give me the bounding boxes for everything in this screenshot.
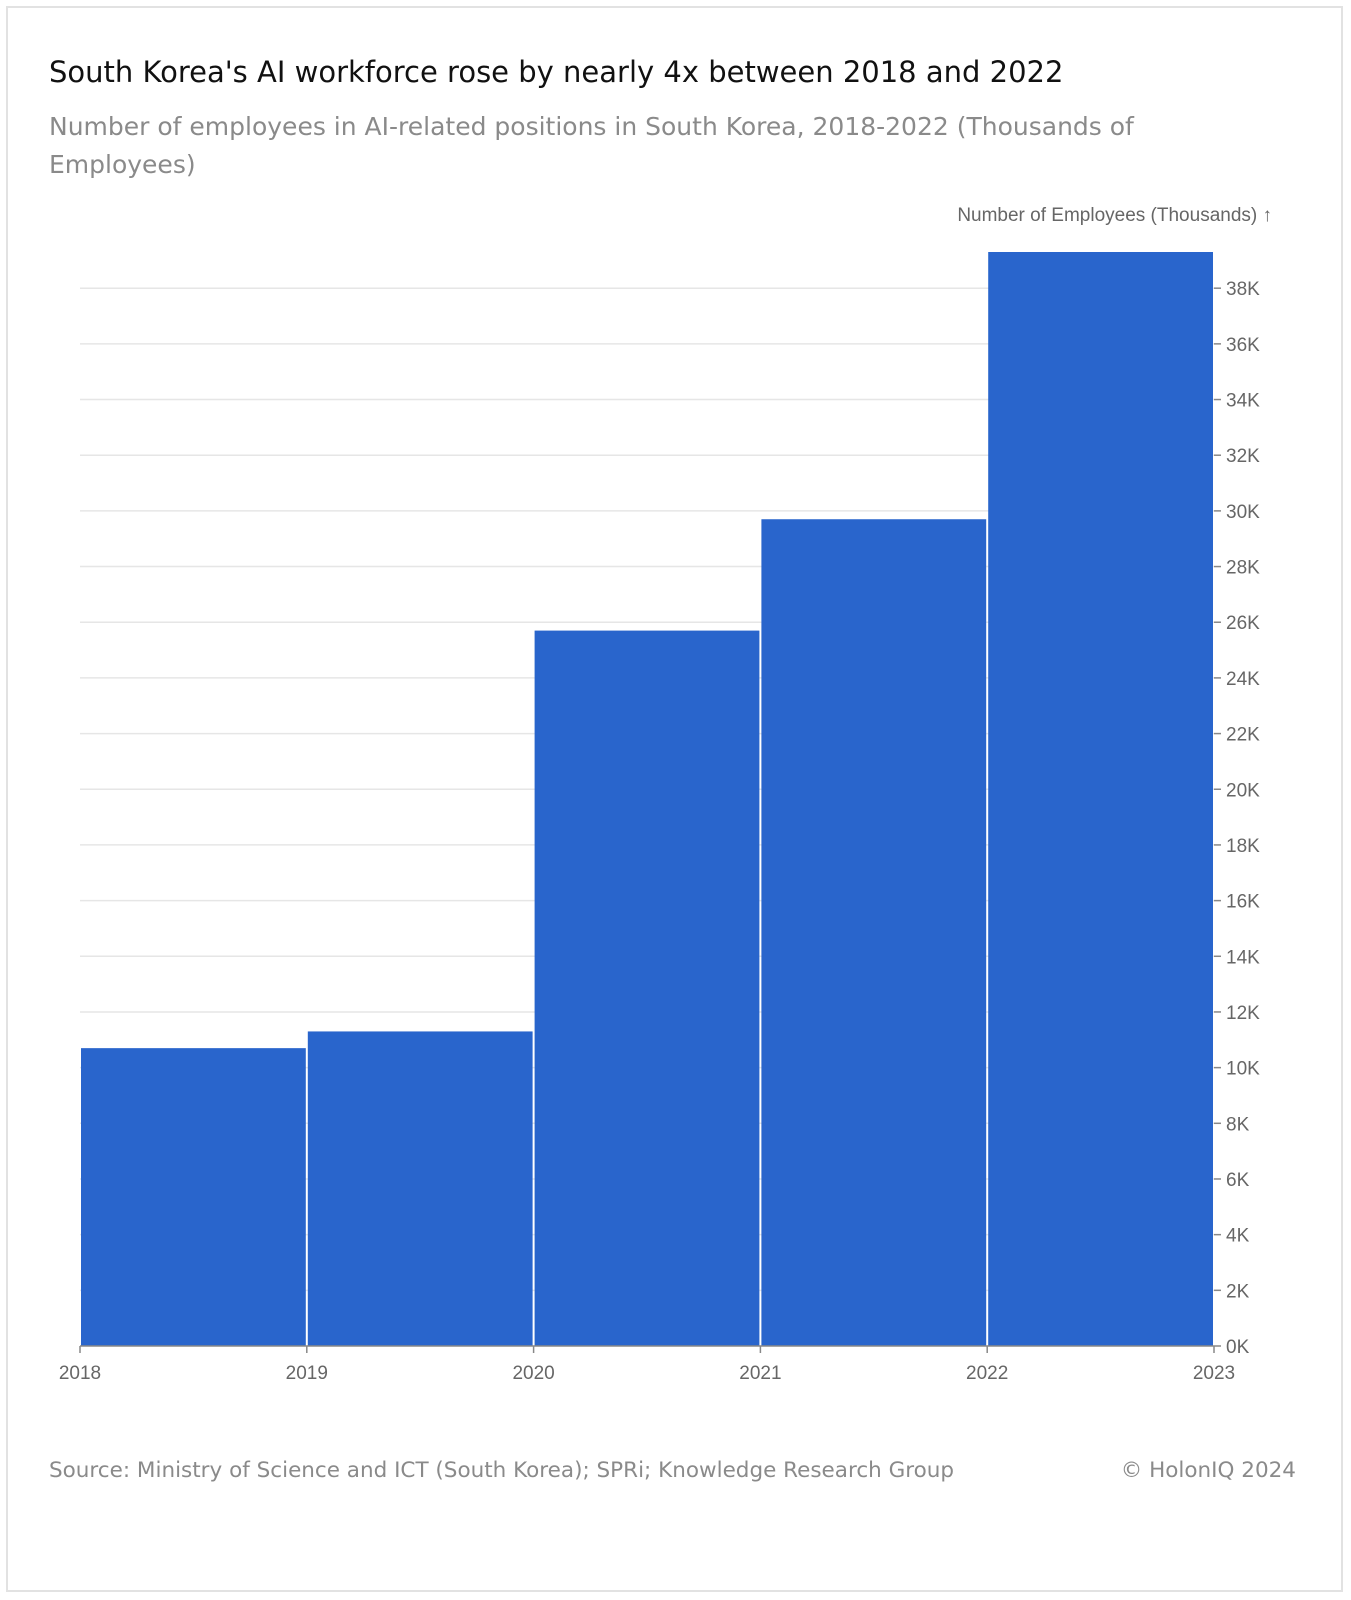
- y-tick-label: 32K: [1226, 446, 1260, 467]
- y-tick-label: 38K: [1226, 279, 1260, 300]
- y-tick-label: 10K: [1226, 1059, 1260, 1080]
- bar: [988, 252, 1213, 1346]
- chart-title: South Korea's AI workforce rose by nearl…: [49, 55, 1064, 89]
- y-tick-label: 22K: [1226, 725, 1260, 746]
- axes: 0K 2K 4K 6K 8K 10K 12K 14K 16K 18K 20K 22K 24K 26K 28K…: [59, 279, 1260, 1384]
- x-tick-label: 2022: [966, 1363, 1008, 1384]
- y-tick-label: 0K: [1226, 1337, 1250, 1358]
- y-axis-title: Number of Employees (Thousands) ↑: [957, 205, 1272, 226]
- y-tick-label: 4K: [1226, 1226, 1250, 1247]
- y-tick-label: 8K: [1226, 1114, 1250, 1135]
- x-tick-label: 2023: [1193, 1363, 1235, 1384]
- y-tick-label: 20K: [1226, 780, 1260, 801]
- bar: [81, 1048, 306, 1346]
- copyright-note: © HolonIQ 2024: [1120, 1458, 1296, 1483]
- y-tick-label: 36K: [1226, 335, 1260, 356]
- x-tick-label: 2019: [286, 1363, 328, 1384]
- y-tick-label: 16K: [1226, 892, 1260, 913]
- y-tick-label: 28K: [1226, 558, 1260, 579]
- y-tick-label: 30K: [1226, 502, 1260, 523]
- bar: [534, 630, 760, 1346]
- y-tick-label: 18K: [1226, 836, 1260, 857]
- x-tick-label: 2020: [512, 1363, 554, 1384]
- x-tick-label: 2021: [739, 1363, 781, 1384]
- chart-subtitle: Number of employees in AI-related positi…: [49, 112, 1134, 179]
- source-note: Source: Ministry of Science and ICT (Sou…: [49, 1458, 955, 1483]
- y-tick-label: 24K: [1226, 669, 1260, 690]
- y-tick-label: 26K: [1226, 613, 1260, 634]
- bar: [761, 519, 987, 1346]
- y-tick-label: 6K: [1226, 1170, 1250, 1191]
- y-tick-label: 12K: [1226, 1003, 1260, 1024]
- y-tick-label: 34K: [1226, 391, 1260, 412]
- bar-chart: 0K 2K 4K 6K 8K 10K 12K 14K 16K 18K 20K 22K 24K 26K 28K…: [59, 205, 1272, 1384]
- y-tick-label: 14K: [1226, 947, 1260, 968]
- y-tick-label: 2K: [1226, 1281, 1250, 1302]
- bars: [81, 252, 1213, 1346]
- x-tick-label: 2018: [59, 1363, 101, 1384]
- bar: [307, 1031, 533, 1346]
